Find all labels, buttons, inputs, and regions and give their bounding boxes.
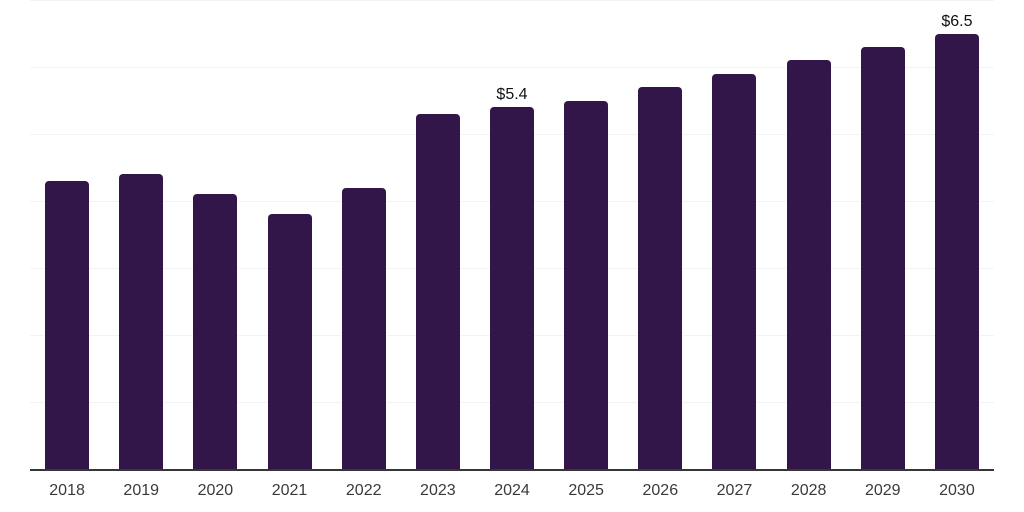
data-label-2024: $5.4 — [496, 86, 528, 104]
bar-2024[interactable] — [490, 107, 534, 469]
bar-2023[interactable] — [415, 113, 460, 469]
bar-2028[interactable] — [786, 60, 831, 469]
bar-2021[interactable] — [267, 214, 312, 469]
bar-2026[interactable] — [638, 87, 683, 469]
bar-2029[interactable] — [860, 46, 905, 469]
x-tick-label-2029: 2029 — [864, 482, 901, 499]
bar-2019[interactable] — [119, 174, 164, 469]
data-label-2030: $6.5 — [941, 12, 973, 30]
bar-2020[interactable] — [193, 194, 238, 469]
bar-2022[interactable] — [341, 187, 386, 469]
x-axis-line — [30, 469, 994, 471]
plot-area: $5.4 $6.5 — [30, 0, 994, 469]
bar-2027[interactable] — [712, 73, 757, 469]
x-tick-label-2022: 2022 — [345, 482, 382, 499]
x-tick-label-2021: 2021 — [271, 482, 308, 499]
x-tick-label-2023: 2023 — [420, 482, 456, 499]
bar-2018[interactable] — [45, 180, 90, 469]
x-tick-label-2019: 2019 — [123, 482, 160, 499]
bar-2030[interactable] — [934, 33, 979, 469]
x-tick-label-2018: 2018 — [49, 482, 85, 499]
x-axis-labels: 2018 2019 2020 2021 2022 2023 2024 2025 2026 2027… — [30, 481, 994, 503]
bar-2025[interactable] — [564, 100, 609, 469]
gridline — [30, 0, 994, 1]
x-tick-label-2024: 2024 — [494, 482, 530, 499]
x-tick-label-2020: 2020 — [197, 482, 234, 499]
x-tick-label-2028: 2028 — [790, 482, 827, 499]
x-tick-label-2027: 2027 — [716, 482, 753, 499]
x-tick-label-2030: 2030 — [939, 482, 975, 499]
gridline — [30, 67, 994, 68]
x-tick-label-2025: 2025 — [568, 482, 604, 499]
x-tick-label-2026: 2026 — [642, 482, 679, 499]
